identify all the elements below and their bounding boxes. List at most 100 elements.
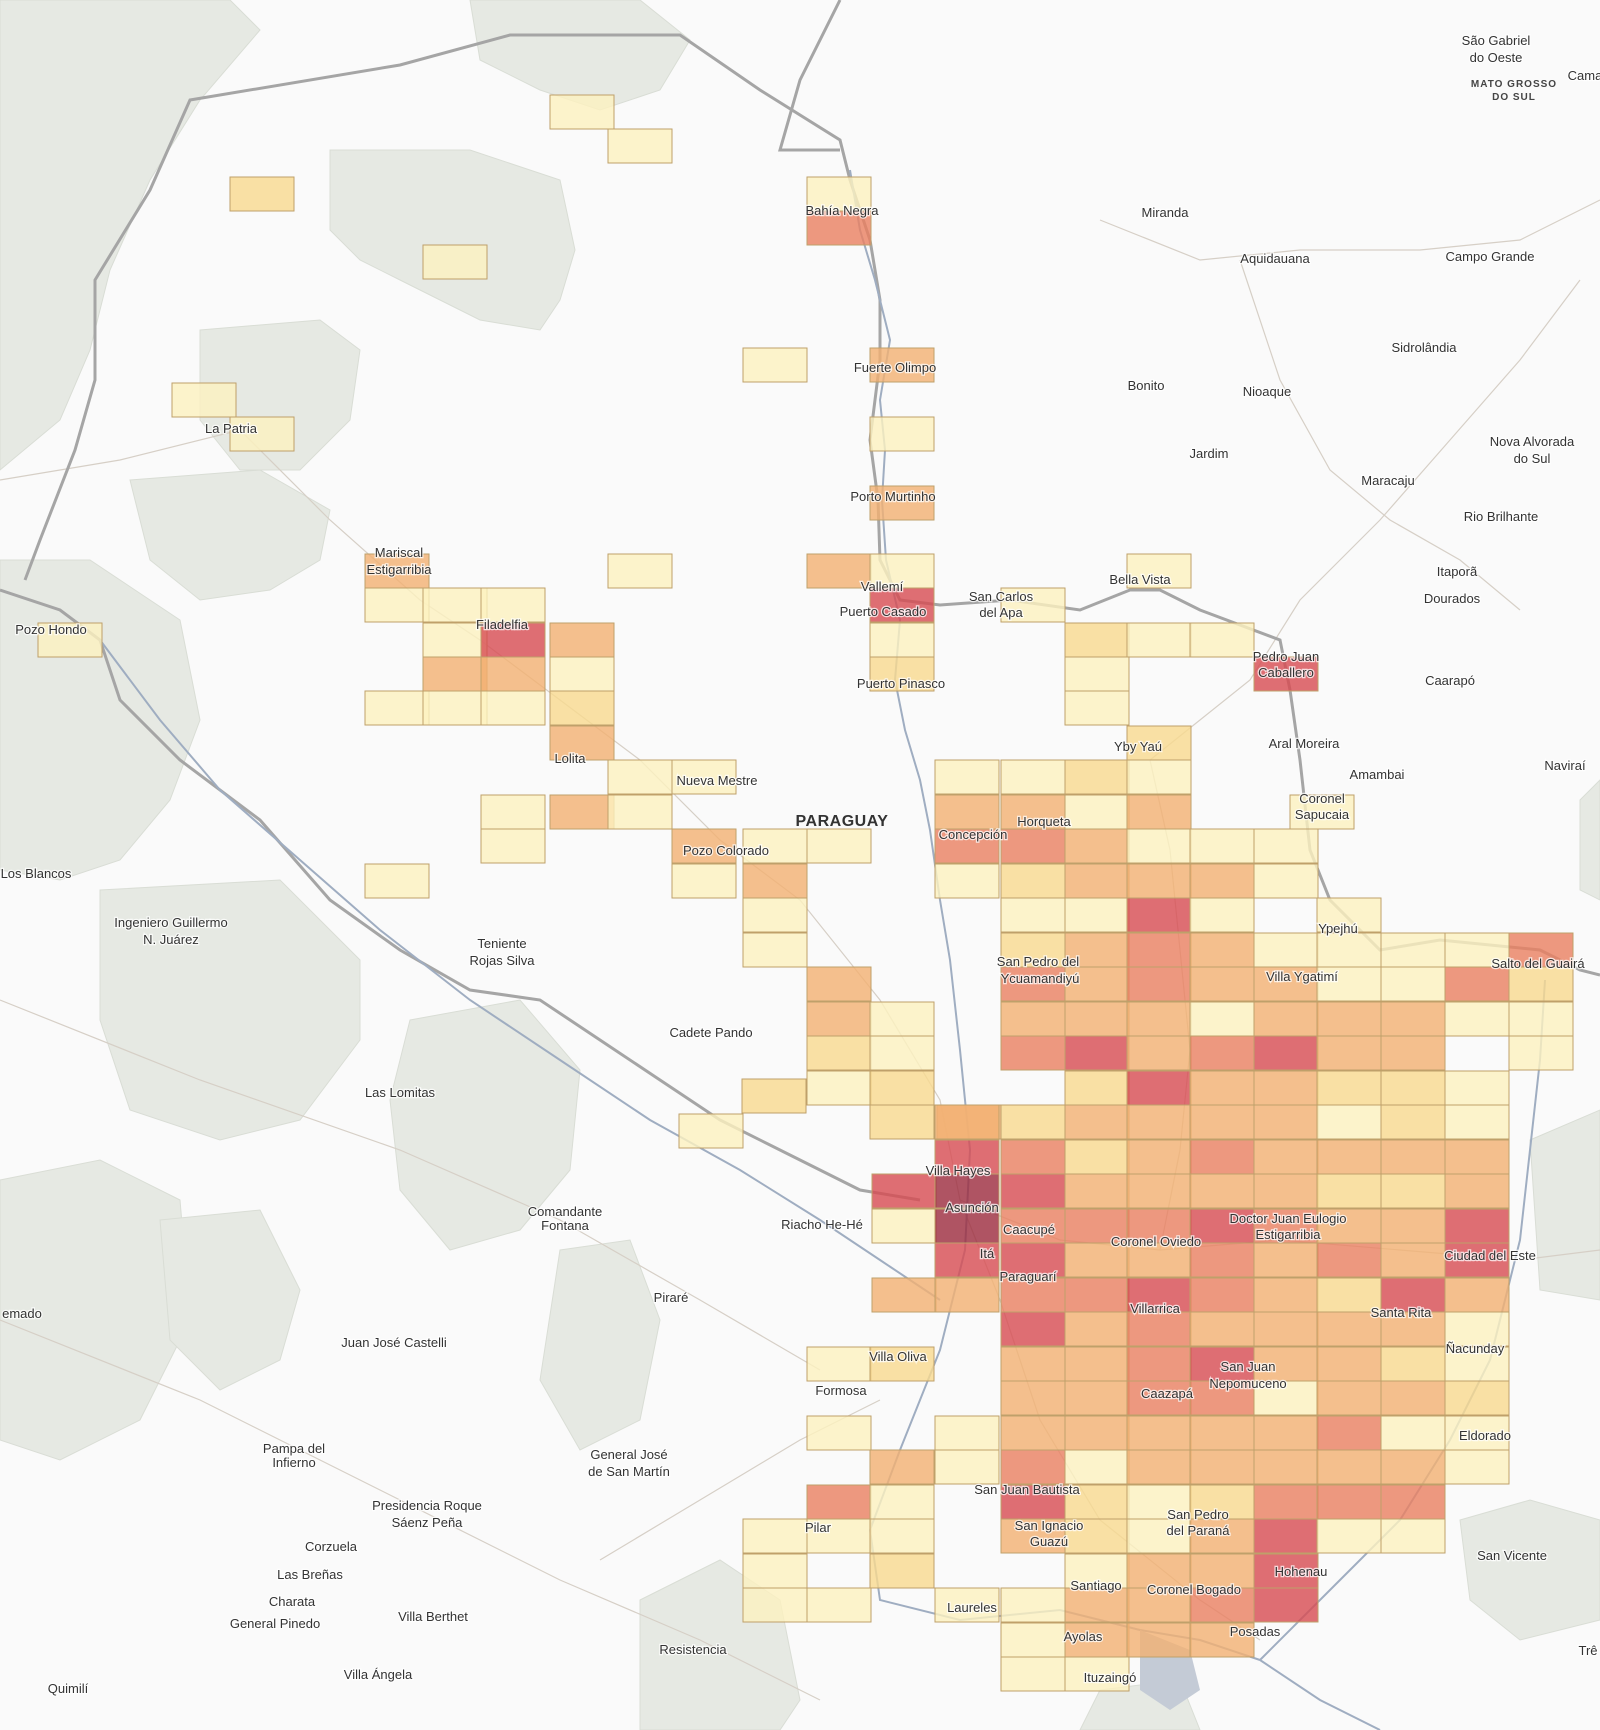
grid-cell[interactable]	[1380, 1346, 1446, 1382]
grid-cell[interactable]	[671, 863, 737, 899]
grid-cell[interactable]	[869, 1035, 935, 1071]
grid-cell[interactable]	[1064, 1311, 1130, 1347]
grid-cell[interactable]	[1189, 1277, 1255, 1313]
grid-cell[interactable]	[1253, 1415, 1319, 1451]
grid-cell[interactable]	[1444, 1346, 1510, 1382]
grid-cell[interactable]	[1444, 1104, 1510, 1140]
grid-cell[interactable]	[1316, 1173, 1382, 1209]
grid-cell[interactable]	[1126, 759, 1192, 795]
grid-cell[interactable]	[1444, 1001, 1510, 1037]
grid-cell[interactable]	[1380, 1380, 1446, 1416]
grid-cell[interactable]	[1253, 1035, 1319, 1071]
grid-cell[interactable]	[1126, 1622, 1192, 1658]
grid-cell[interactable]	[480, 794, 546, 830]
grid-cell[interactable]	[806, 553, 872, 589]
grid-cell[interactable]	[1508, 932, 1574, 968]
grid-cell[interactable]	[806, 1035, 872, 1071]
grid-cell[interactable]	[1316, 1070, 1382, 1106]
grid-cell[interactable]	[1380, 1208, 1446, 1244]
grid-cell[interactable]	[1064, 1104, 1130, 1140]
grid-cell[interactable]	[1064, 1277, 1130, 1313]
grid-cell[interactable]	[1000, 1380, 1066, 1416]
grid-cell[interactable]	[869, 1346, 935, 1382]
grid-cell[interactable]	[1189, 1518, 1255, 1554]
grid-cell[interactable]	[1253, 932, 1319, 968]
grid-cell[interactable]	[671, 759, 737, 795]
grid-cell[interactable]	[678, 1113, 744, 1149]
grid-cell[interactable]	[869, 1553, 935, 1589]
grid-cell[interactable]	[742, 863, 808, 899]
grid-cell[interactable]	[1126, 897, 1192, 933]
grid-cell[interactable]	[934, 759, 1000, 795]
grid-cell[interactable]	[1253, 1277, 1319, 1313]
grid-cell[interactable]	[1316, 1449, 1382, 1485]
grid-cell[interactable]	[1064, 1035, 1130, 1071]
grid-cell[interactable]	[1126, 1001, 1192, 1037]
grid-cell[interactable]	[869, 1001, 935, 1037]
grid-cell[interactable]	[1126, 1173, 1192, 1209]
grid-cell[interactable]	[742, 1518, 808, 1554]
grid-cell[interactable]	[1253, 863, 1319, 899]
grid-cell[interactable]	[1253, 828, 1319, 864]
grid-cell[interactable]	[1316, 897, 1382, 933]
grid-cell[interactable]	[869, 656, 935, 692]
grid-cell[interactable]	[1316, 1484, 1382, 1520]
grid-cell[interactable]	[1126, 1139, 1192, 1175]
grid-cell[interactable]	[934, 863, 1000, 899]
grid-cell[interactable]	[1380, 1518, 1446, 1554]
grid-cell[interactable]	[1189, 1001, 1255, 1037]
grid-cell[interactable]	[229, 176, 295, 212]
grid-cell[interactable]	[1000, 1001, 1066, 1037]
grid-cell[interactable]	[1126, 828, 1192, 864]
grid-cell[interactable]	[1000, 966, 1066, 1002]
grid-cell[interactable]	[1189, 1242, 1255, 1278]
grid-cell[interactable]	[1126, 1449, 1192, 1485]
grid-cell[interactable]	[1380, 1311, 1446, 1347]
grid-cell[interactable]	[1253, 1380, 1319, 1416]
grid-cell[interactable]	[1000, 1173, 1066, 1209]
grid-cell[interactable]	[549, 622, 615, 658]
grid-cell[interactable]	[1126, 725, 1192, 761]
grid-cell[interactable]	[869, 1484, 935, 1520]
grid-cell[interactable]	[1316, 1104, 1382, 1140]
grid-cell[interactable]	[364, 587, 430, 623]
grid-cell[interactable]	[480, 656, 546, 692]
grid-cell[interactable]	[549, 725, 615, 761]
grid-cell[interactable]	[1508, 1035, 1574, 1071]
grid-cell[interactable]	[1000, 1484, 1066, 1520]
grid-cell[interactable]	[1189, 828, 1255, 864]
grid-cell[interactable]	[1189, 1622, 1255, 1658]
grid-cell[interactable]	[934, 1242, 1000, 1278]
grid-cell[interactable]	[1064, 656, 1130, 692]
grid-cell[interactable]	[1064, 1553, 1130, 1589]
grid-cell[interactable]	[1064, 794, 1130, 830]
grid-cell[interactable]	[1316, 1518, 1382, 1554]
grid-cell[interactable]	[1380, 1070, 1446, 1106]
grid-cell[interactable]	[1064, 1139, 1130, 1175]
grid-cell[interactable]	[364, 863, 430, 899]
grid-cell[interactable]	[1000, 828, 1066, 864]
grid-cell[interactable]	[1064, 1380, 1130, 1416]
grid-cell[interactable]	[806, 1001, 872, 1037]
grid-cell[interactable]	[1000, 1035, 1066, 1071]
grid-cell[interactable]	[806, 1587, 872, 1623]
grid-cell[interactable]	[1000, 1208, 1066, 1244]
grid-cell[interactable]	[37, 622, 103, 658]
grid-cell[interactable]	[1316, 932, 1382, 968]
grid-cell[interactable]	[1000, 897, 1066, 933]
grid-cell[interactable]	[1189, 1035, 1255, 1071]
grid-cell[interactable]	[742, 828, 808, 864]
grid-cell[interactable]	[1444, 1173, 1510, 1209]
grid-cell[interactable]	[869, 1449, 935, 1485]
grid-cell[interactable]	[1380, 1139, 1446, 1175]
grid-cell[interactable]	[1380, 1001, 1446, 1037]
grid-cell[interactable]	[1253, 1070, 1319, 1106]
grid-cell[interactable]	[1508, 966, 1574, 1002]
grid-cell[interactable]	[364, 553, 430, 589]
grid-cell[interactable]	[1064, 1173, 1130, 1209]
grid-cell[interactable]	[1189, 1415, 1255, 1451]
grid-cell[interactable]	[1253, 1139, 1319, 1175]
grid-cell[interactable]	[1000, 1346, 1066, 1382]
grid-cell[interactable]	[806, 966, 872, 1002]
grid-cell[interactable]	[1126, 932, 1192, 968]
